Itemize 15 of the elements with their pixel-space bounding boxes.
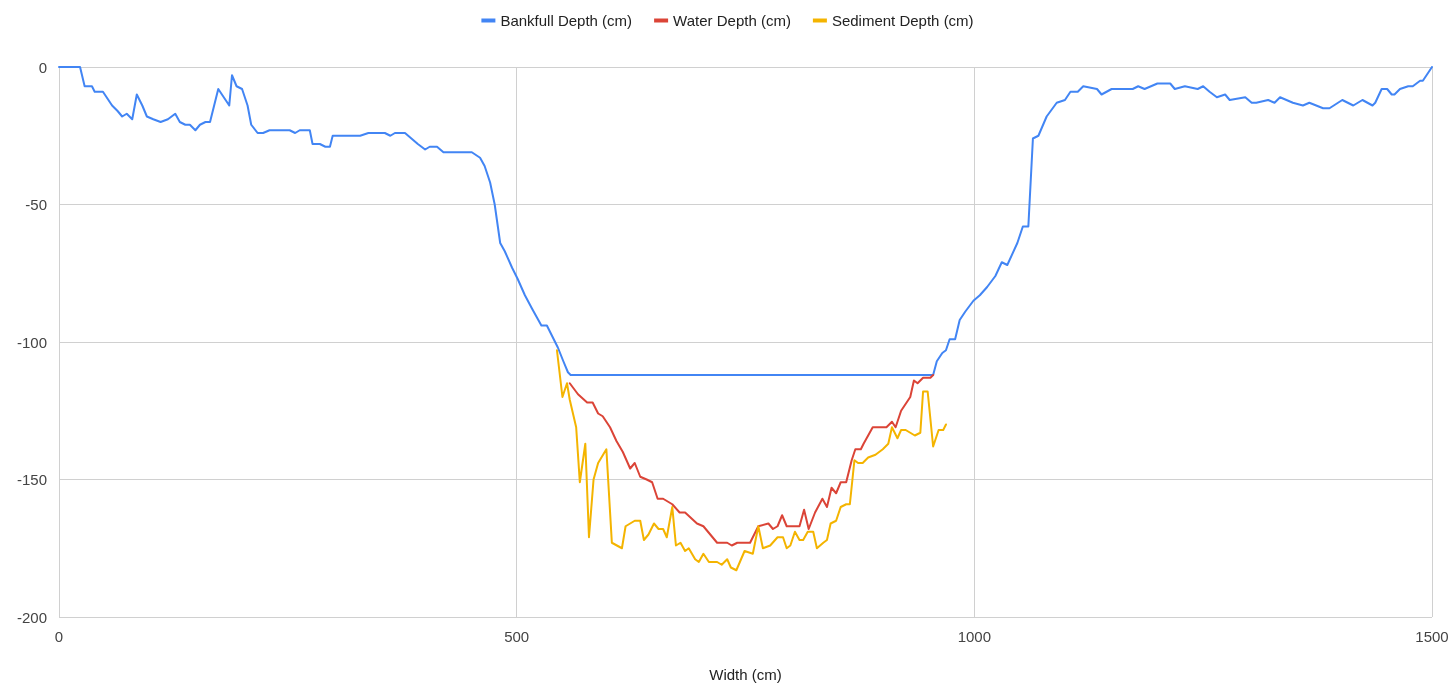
- legend-label: Bankfull Depth (cm): [500, 12, 633, 29]
- x-tick-label: 1500: [1415, 628, 1449, 645]
- x-tick-label: 1000: [957, 628, 992, 645]
- y-tick-label: -200: [16, 608, 47, 626]
- y-tick-label: 0: [38, 58, 47, 76]
- legend-label: Water Depth (cm): [673, 12, 791, 29]
- y-tick-label: -150: [16, 471, 47, 488]
- x-tick-label: 0: [54, 628, 64, 645]
- x-tick-label: 500: [504, 628, 530, 645]
- legend-label: Sediment Depth (cm): [831, 12, 974, 29]
- y-tick-label: -100: [16, 333, 47, 351]
- line-series: [568, 374, 935, 547]
- x-axis-title: Width (cm): [709, 666, 782, 683]
- line-series: [555, 349, 947, 572]
- y-tick-label: -50: [25, 196, 47, 213]
